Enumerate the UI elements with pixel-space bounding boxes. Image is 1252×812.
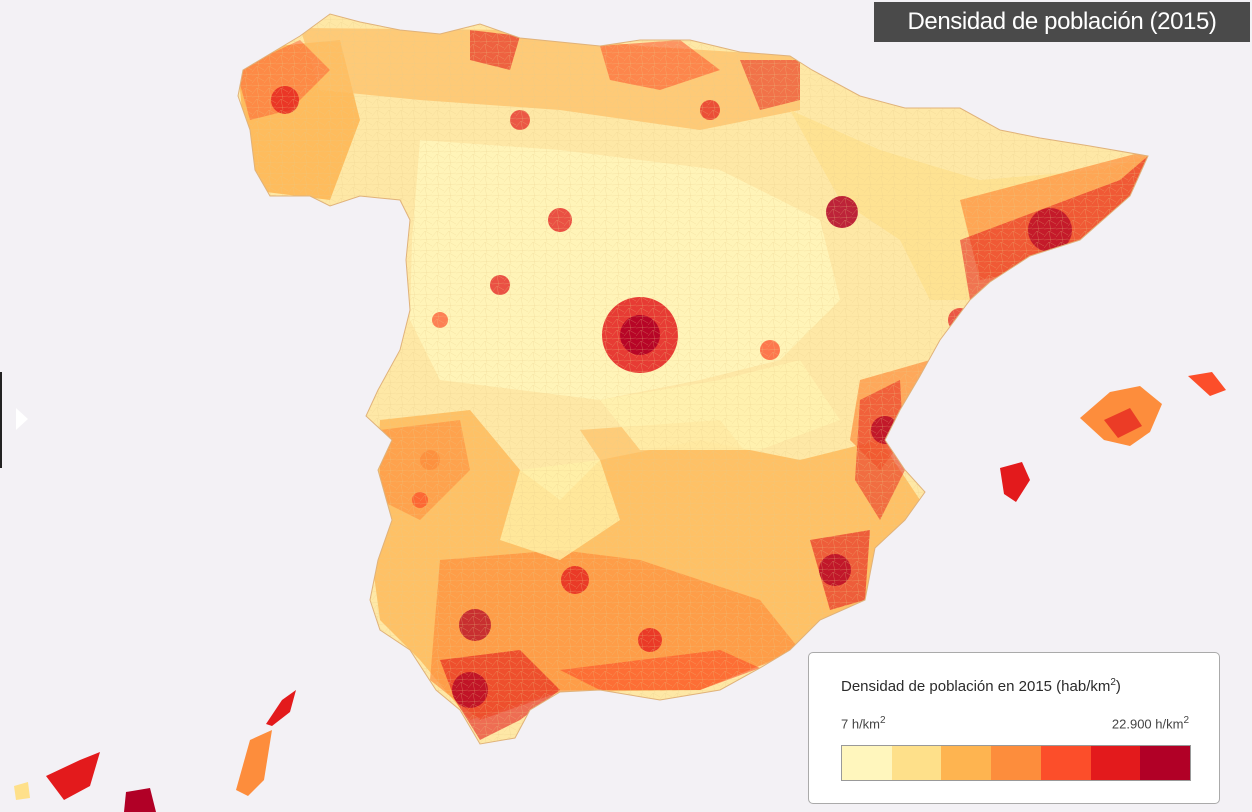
legend-swatch-5: [1040, 746, 1091, 780]
canary-islands: [14, 690, 296, 812]
legend-swatch-7: [1140, 746, 1191, 780]
legend-color-scale: [841, 745, 1191, 781]
legend-swatch-1: [842, 746, 892, 780]
map-legend: Densidad de población en 2015 (hab/km2) …: [808, 652, 1220, 804]
legend-min-label: 7 h/km2: [841, 715, 886, 732]
balearic-islands: [1000, 372, 1226, 502]
legend-max-label: 22.900 h/km2: [1111, 715, 1189, 732]
legend-swatch-2: [891, 746, 942, 780]
side-panel-toggle[interactable]: [0, 372, 40, 468]
legend-title: Densidad de población en 2015 (hab/km2): [841, 677, 1121, 695]
triangle-right-icon: [16, 408, 28, 430]
legend-swatch-6: [1090, 746, 1141, 780]
legend-swatch-3: [941, 746, 992, 780]
legend-swatch-4: [991, 746, 1041, 780]
map-title: Densidad de población (2015): [874, 2, 1250, 42]
